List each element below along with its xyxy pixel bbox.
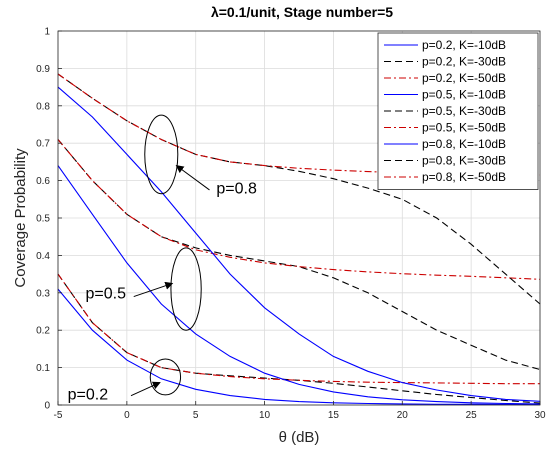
y-tick-label: 0.2	[36, 326, 50, 337]
y-tick-label: 0.5	[36, 214, 50, 225]
x-tick-label: 5	[193, 410, 199, 421]
legend-entry: p=0.5, K=-10dB	[422, 88, 506, 102]
series-line	[57, 273, 540, 385]
series-line	[57, 86, 541, 402]
legend-entry: p=0.5, K=-50dB	[422, 121, 506, 135]
ticks: -5 0 5 10 15 20 25 30 0 0.1 0.2 0.3 0.4 0.5 0.6 0.7 0.8 0…	[36, 27, 546, 422]
annotation-label: p=0.5	[86, 285, 127, 302]
y-tick-label: 0.3	[36, 288, 50, 299]
y-tick-label: 0.9	[36, 64, 50, 75]
y-tick-label: 0.8	[36, 101, 50, 112]
legend-box	[377, 32, 539, 190]
x-axis-title: θ (dB)	[279, 429, 320, 446]
y-tick-label: 0.6	[36, 176, 50, 187]
legend-entry: p=0.2, K=-50dB	[422, 71, 506, 85]
series-line	[57, 73, 541, 305]
series-line	[57, 288, 541, 406]
y-tick-label: 0.1	[36, 363, 50, 374]
legend-entry: p=0.2, K=-30dB	[422, 55, 506, 69]
y-tick-label: 0	[44, 401, 50, 412]
legend-entry: p=0.8, K=-10dB	[422, 137, 506, 151]
annotations: p=0.8 p=0.5 p=0.2	[68, 114, 257, 403]
legend-entry: p=0.8, K=-30dB	[422, 154, 506, 168]
annotation-label: p=0.8	[216, 181, 257, 198]
x-tick-label: 20	[397, 410, 409, 421]
annotation-arrow	[130, 381, 161, 397]
annotation-arrow	[133, 281, 174, 298]
legend-entry: p=0.5, K=-30dB	[422, 104, 506, 118]
legend: p=0.2, K=-10dB p=0.2, K=-30dB p=0.2, K=-50…	[377, 32, 539, 190]
y-tick-label: 1	[44, 27, 50, 38]
annotation-arrow	[175, 165, 210, 191]
series-line	[57, 139, 541, 280]
chart-title: λ=0.1/unit, Stage number=5	[211, 4, 393, 20]
x-tick-label: 0	[124, 410, 130, 421]
y-tick-label: 0.4	[36, 251, 50, 262]
x-tick-label: 15	[328, 410, 340, 421]
series-layer	[57, 73, 541, 406]
annotation-ellipse	[149, 358, 182, 396]
x-tick-label: -5	[54, 410, 63, 421]
legend-entry: p=0.2, K=-10dB	[422, 38, 506, 52]
y-tick-label: 0.7	[36, 139, 50, 150]
legend-entry: p=0.8, K=-50dB	[422, 170, 506, 184]
series-line	[57, 165, 541, 405]
annotation-ellipse	[144, 114, 179, 195]
annotation-label: p=0.2	[68, 386, 109, 403]
y-axis-title: Coverage Probability	[12, 148, 29, 288]
x-tick-label: 10	[259, 410, 271, 421]
x-tick-label: 30	[534, 410, 546, 421]
x-tick-label: 25	[466, 410, 478, 421]
